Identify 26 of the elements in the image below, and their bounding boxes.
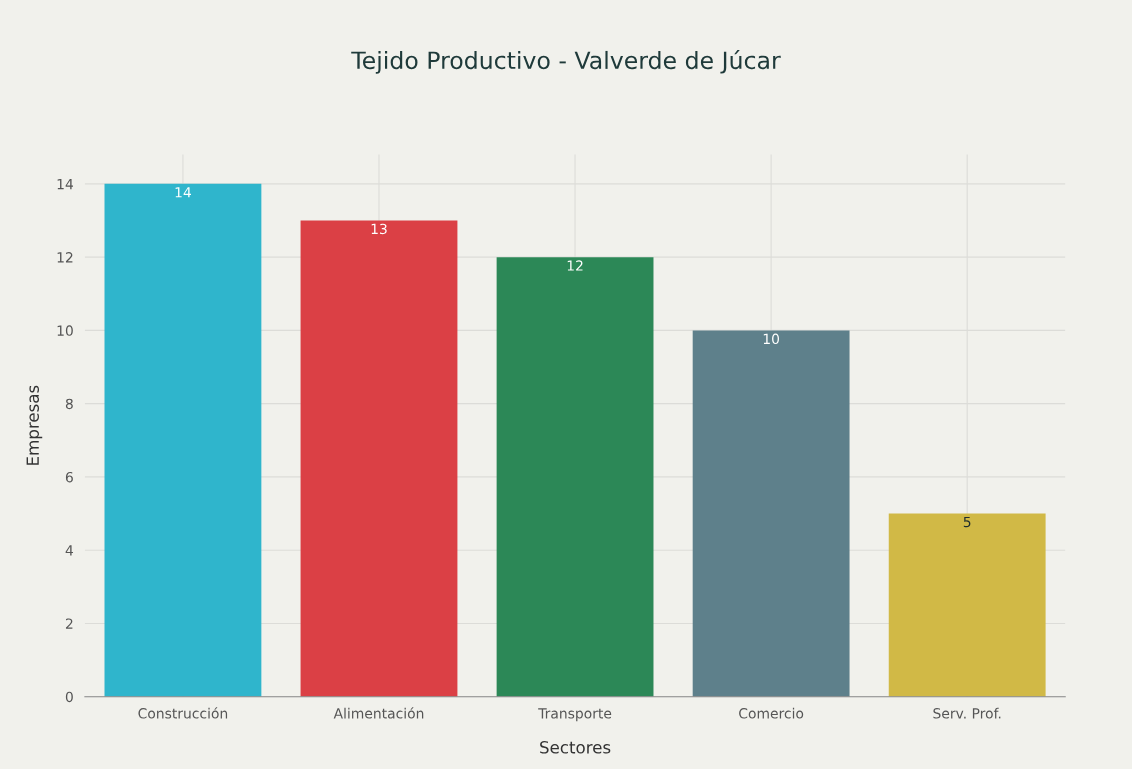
x-tick-label: Serv. Prof.	[933, 707, 1001, 719]
data-label: 5	[963, 516, 971, 528]
y-tick-label: 6	[65, 471, 73, 483]
data-label: 10	[763, 333, 780, 345]
y-axis-title: Empresas	[26, 385, 43, 465]
bar	[104, 183, 262, 697]
data-label: 13	[371, 223, 387, 235]
y-tick-label: 10	[57, 325, 73, 336]
chart-title: Tejido Productivo - Valverde de Júcar	[351, 49, 781, 74]
y-tick-label: 12	[57, 252, 73, 263]
bar	[300, 220, 458, 697]
bar	[888, 513, 1046, 697]
x-tick-label: Transporte	[538, 708, 612, 722]
x-axis-title: Sectores	[540, 741, 611, 754]
bar	[692, 330, 850, 697]
y-tick-label: 2	[65, 618, 73, 629]
data-label: 12	[567, 260, 583, 271]
x-tick-label: Construcción	[138, 707, 228, 719]
y-tick-label: 4	[65, 545, 74, 556]
data-label: 14	[175, 187, 191, 198]
x-tick-label: Comercio	[739, 707, 804, 719]
y-tick-label: 8	[65, 398, 73, 410]
bar	[496, 257, 654, 697]
y-tick-label: 0	[65, 691, 73, 703]
y-tick-label: 14	[57, 179, 74, 190]
x-tick-label: Alimentación	[333, 707, 424, 719]
